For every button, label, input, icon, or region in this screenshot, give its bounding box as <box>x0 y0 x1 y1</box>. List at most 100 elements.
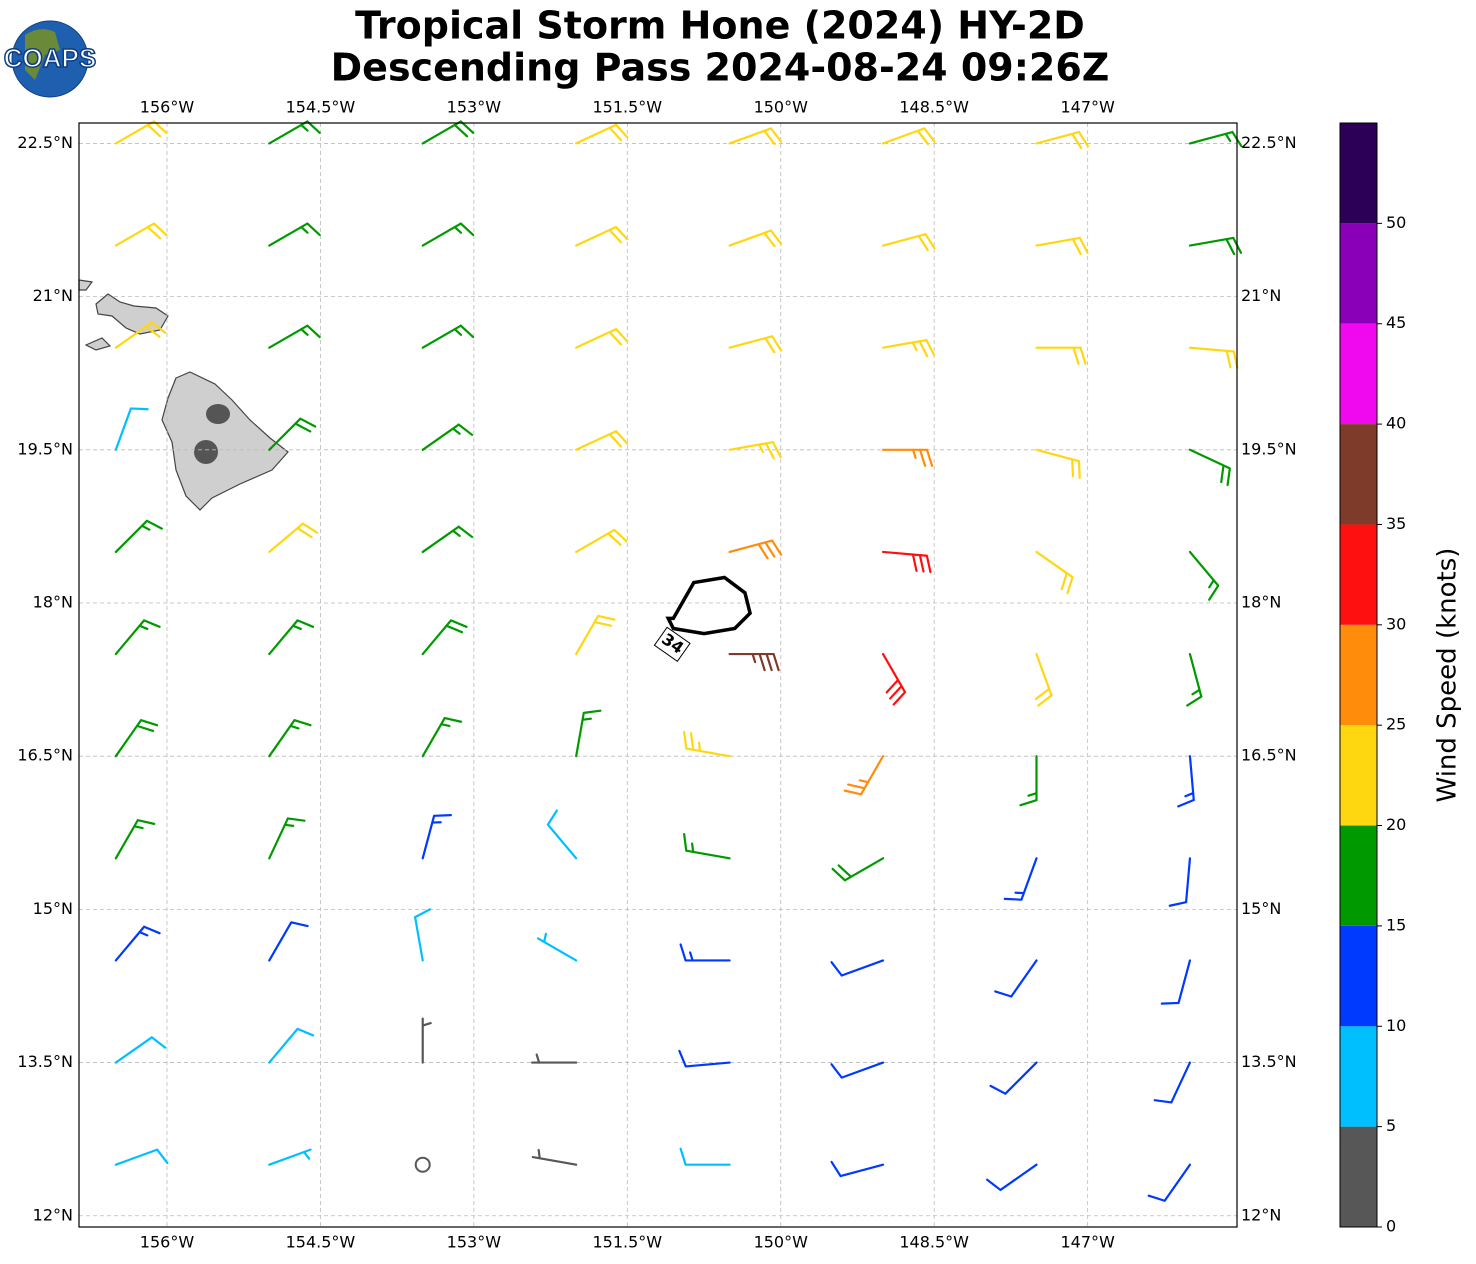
wind-barb <box>421 120 475 145</box>
colorbar-tick-label: 35 <box>1386 514 1406 533</box>
wind-barb <box>531 1148 578 1166</box>
wind-barb <box>728 539 783 560</box>
wind-barb <box>830 959 885 977</box>
y-tick-label: 18°N <box>33 593 73 612</box>
wind-barb <box>728 335 783 354</box>
colorbar-tick-label: 45 <box>1386 313 1406 332</box>
wind-barb <box>114 719 159 758</box>
wind-barb <box>575 123 629 145</box>
wind-barb <box>114 1036 167 1064</box>
colorbar-segment <box>1340 123 1377 224</box>
wind-barb <box>268 921 309 962</box>
colorbar-segment <box>1340 524 1377 625</box>
wind-barb <box>1177 755 1195 808</box>
wind-barb <box>1188 550 1220 601</box>
y-tick-label: 16.5°N <box>17 746 73 765</box>
wind-barb <box>994 959 1038 998</box>
wind-barb <box>421 324 475 349</box>
land <box>78 279 289 511</box>
wind-barb <box>575 709 602 758</box>
wind-barb <box>683 832 731 860</box>
y-tick-label: 22.5°N <box>1241 133 1297 152</box>
colorbar-segment <box>1340 925 1377 1027</box>
x-tick-label: 151.5°W <box>592 98 662 117</box>
wind-barb <box>421 1017 432 1064</box>
wind-barb <box>986 1163 1038 1192</box>
wind-barb <box>683 730 731 758</box>
island <box>95 293 169 335</box>
wind-barb <box>421 423 474 451</box>
wind-barb <box>575 528 628 554</box>
colorbar-tick-label: 20 <box>1386 815 1406 834</box>
colorbar-tick-label: 30 <box>1386 614 1406 633</box>
wind-barb <box>268 120 321 145</box>
x-tick-label: 156°W <box>140 1233 195 1252</box>
wind-barb <box>881 127 936 146</box>
x-tick-label: 150°W <box>754 98 809 117</box>
island-peak <box>206 404 230 424</box>
contour-label-box <box>653 626 691 663</box>
wind-barb <box>881 550 932 574</box>
wind-barb <box>531 1053 578 1064</box>
colorbar-frame <box>1339 122 1378 1228</box>
wind-calm <box>414 1156 431 1173</box>
island <box>161 371 289 511</box>
colorbar-segment <box>1340 825 1377 926</box>
y-tick-label: 21°N <box>1241 286 1281 305</box>
wind-barb <box>830 1061 885 1079</box>
wind-barb <box>1160 959 1192 1005</box>
wind-barb <box>679 1147 731 1166</box>
y-tick-label: 13.5°N <box>17 1052 73 1071</box>
wind-barb <box>1188 448 1231 487</box>
wind-barb <box>1034 652 1053 707</box>
y-tick-label: 19.5°N <box>17 439 73 458</box>
y-tick-label: 16.5°N <box>1241 746 1297 765</box>
wind-barb <box>536 932 578 962</box>
x-tick-label: 148.5°W <box>899 1233 969 1252</box>
wind-barb <box>268 1027 315 1064</box>
wind-barb <box>1153 1061 1192 1104</box>
island <box>84 337 112 351</box>
wind-barb <box>1035 550 1074 595</box>
x-tick-label: 150°W <box>754 1233 809 1252</box>
wind-barb <box>114 519 163 554</box>
wind-barb <box>1168 857 1192 907</box>
wind-barb <box>575 327 629 349</box>
y-tick-label: 12°N <box>33 1205 73 1224</box>
colorbar-segment <box>1340 323 1377 425</box>
wind-barb <box>1035 448 1081 480</box>
x-tick-label: 153°W <box>447 1233 502 1252</box>
logo-text: COAPS <box>4 43 96 73</box>
wind-barb <box>114 619 161 656</box>
wind-barb <box>728 229 783 248</box>
wind-barb <box>1188 346 1239 369</box>
wind-barb <box>575 614 616 656</box>
colorbar-label: Wind Speed (knots) <box>1433 548 1463 803</box>
wind-barb <box>831 857 885 882</box>
wind-barb <box>421 814 452 860</box>
x-tick-label: 147°W <box>1060 1233 1115 1252</box>
wind-barb <box>268 1148 312 1166</box>
colorbar-segment <box>1340 223 1377 324</box>
island <box>78 279 94 291</box>
x-tick-label: 154.5°W <box>286 1233 356 1252</box>
wind-barb <box>421 619 468 656</box>
logo-land <box>25 29 60 81</box>
wind-barb <box>114 407 149 451</box>
wind-barb <box>575 430 629 451</box>
wind-barb <box>268 522 319 554</box>
wind-barb <box>413 908 432 962</box>
wind-barb <box>1186 652 1203 707</box>
map-frame <box>78 122 1238 1228</box>
wind-barb <box>268 817 306 860</box>
wind-barb <box>881 448 934 467</box>
y-tick-label: 12°N <box>1241 1205 1281 1224</box>
wind-barb <box>268 222 321 247</box>
y-tick-label: 21°N <box>33 286 73 305</box>
wind-contour <box>665 575 753 636</box>
x-tick-label: 154.5°W <box>286 98 356 117</box>
wind-barb <box>268 719 312 758</box>
x-tick-label: 151.5°W <box>592 1233 662 1252</box>
